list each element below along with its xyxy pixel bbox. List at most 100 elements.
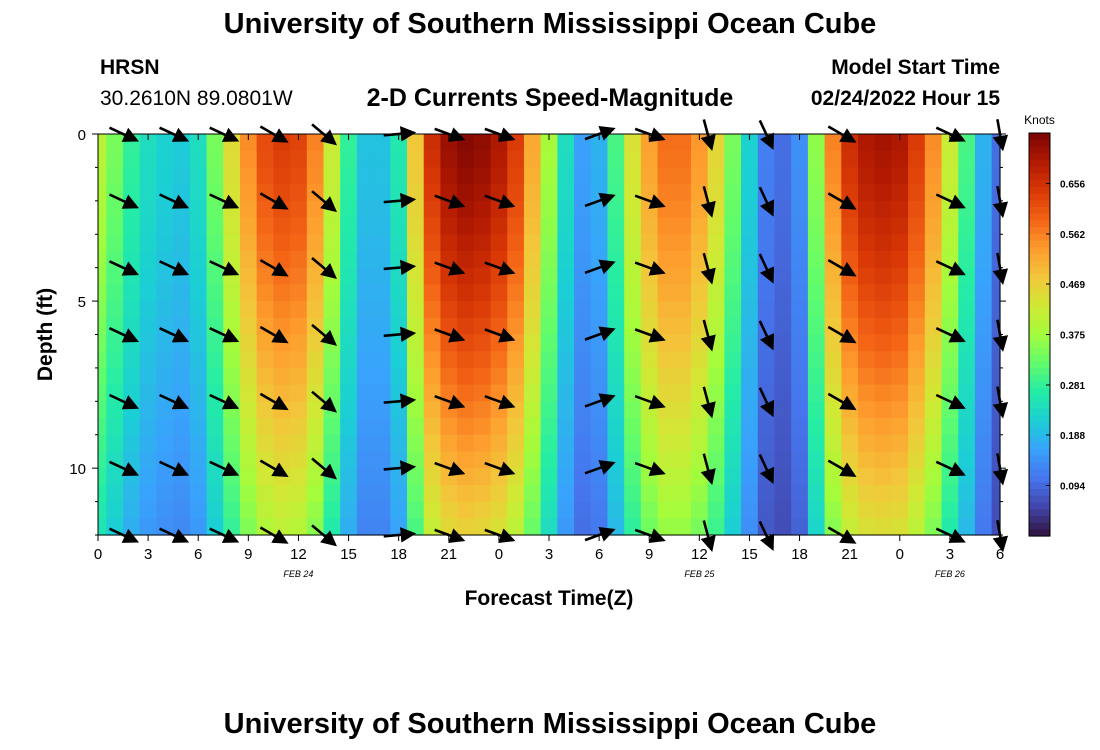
heatmap-cell	[423, 434, 442, 453]
heatmap-cell	[340, 200, 358, 219]
heatmap-cell	[323, 434, 341, 453]
heatmap-cell	[690, 217, 709, 235]
heatmap-cell	[323, 351, 341, 369]
heatmap-cell	[156, 351, 174, 369]
heatmap-cell	[98, 468, 107, 486]
heatmap-cell	[908, 434, 926, 453]
heatmap-cell	[941, 484, 959, 503]
heatmap-cell	[590, 167, 609, 185]
heatmap-cell	[540, 418, 558, 436]
heatmap-cell	[924, 317, 943, 336]
heatmap-cell	[707, 317, 725, 336]
heatmap-cell	[173, 301, 191, 319]
heatmap-cell	[557, 284, 575, 302]
heatmap-cell	[607, 484, 625, 503]
heatmap-cell	[874, 267, 893, 285]
current-vector-arrow	[209, 193, 240, 209]
heatmap-cell	[340, 267, 358, 285]
heatmap-cell	[657, 334, 675, 352]
heatmap-cell	[390, 518, 408, 536]
heatmap-cell	[156, 367, 174, 386]
heatmap-cell	[607, 200, 625, 219]
heatmap-cell	[106, 134, 124, 152]
heatmap-cell	[624, 367, 642, 386]
heatmap-cell	[540, 150, 558, 169]
heatmap-cell	[423, 250, 442, 269]
heatmap-cell	[106, 167, 124, 185]
heatmap-cell	[98, 134, 107, 152]
heatmap-cell	[774, 184, 792, 202]
heatmap-cell	[273, 501, 291, 519]
heatmap-cell	[891, 200, 909, 219]
heatmap-cell	[540, 250, 558, 269]
heatmap-cell	[123, 250, 141, 269]
heatmap-cell	[373, 434, 391, 453]
heatmap-cell	[690, 301, 709, 319]
current-vector-arrow	[484, 394, 516, 410]
heatmap-cell	[757, 351, 776, 369]
heatmap-cell	[974, 167, 993, 185]
heatmap-cell	[624, 384, 642, 402]
heatmap-cell	[607, 134, 625, 152]
heatmap-cell	[490, 367, 508, 386]
heatmap-cell	[707, 250, 725, 269]
heatmap-cell	[273, 217, 291, 235]
current-vector-arrow	[383, 393, 417, 409]
heatmap-cell	[423, 334, 442, 352]
heatmap-cell	[356, 434, 375, 453]
heatmap-cell	[106, 351, 124, 369]
heatmap-cell	[139, 267, 158, 285]
heatmap-cell	[440, 301, 458, 319]
current-vector-arrow	[383, 326, 417, 343]
heatmap-cell	[724, 367, 742, 386]
heatmap-cell	[707, 351, 725, 369]
heatmap-cell	[557, 200, 575, 219]
heatmap-cell	[757, 384, 776, 402]
heatmap-cell	[423, 401, 442, 419]
heatmap-cell	[858, 334, 876, 352]
heatmap-cell	[223, 317, 241, 336]
heatmap-cell	[256, 484, 274, 503]
heatmap-cell	[256, 284, 274, 302]
heatmap-cell	[206, 134, 224, 152]
heatmap-cell	[791, 468, 809, 486]
heatmap-cell	[256, 317, 274, 336]
heatmap-cell	[807, 301, 826, 319]
heatmap-cell	[390, 200, 408, 219]
colorbar-segment	[1029, 435, 1050, 443]
heatmap-cell	[256, 150, 274, 169]
heatmap-cell	[791, 367, 809, 386]
x-tick-label: 12	[290, 546, 307, 563]
colorbar-segment	[1029, 448, 1050, 456]
current-vector-arrow	[634, 394, 666, 410]
heatmap-cell	[256, 401, 274, 419]
x-tick-label: 9	[244, 546, 252, 563]
heatmap-cell	[841, 250, 859, 269]
current-vector-arrow	[634, 194, 666, 209]
heatmap-cell	[98, 501, 107, 519]
heatmap-cell	[924, 284, 943, 302]
colorbar-segment	[1029, 475, 1050, 483]
heatmap-cell	[457, 200, 475, 219]
colorbar-segment	[1029, 394, 1050, 403]
current-vector-arrow	[159, 393, 190, 410]
heatmap-cell	[657, 301, 675, 319]
heatmap-cell	[457, 184, 475, 202]
heatmap-cell	[139, 317, 158, 336]
current-vector-arrow	[935, 460, 966, 477]
heatmap-cell	[407, 150, 425, 169]
heatmap-cell	[974, 200, 993, 219]
colorbar-segment	[1029, 441, 1050, 450]
heatmap-cell	[924, 167, 943, 185]
heatmap-cell	[206, 167, 224, 185]
x-tick-label: 0	[495, 546, 503, 563]
current-vector-arrow	[108, 460, 140, 477]
heatmap-cell	[707, 501, 725, 519]
heatmap-cell	[290, 217, 308, 235]
heatmap-cell	[657, 434, 675, 453]
heatmap-cell	[98, 367, 107, 386]
heatmap-cell	[507, 284, 525, 302]
heatmap-cell	[173, 451, 191, 469]
heatmap-cell	[139, 418, 158, 436]
heatmap-cell	[624, 434, 642, 453]
